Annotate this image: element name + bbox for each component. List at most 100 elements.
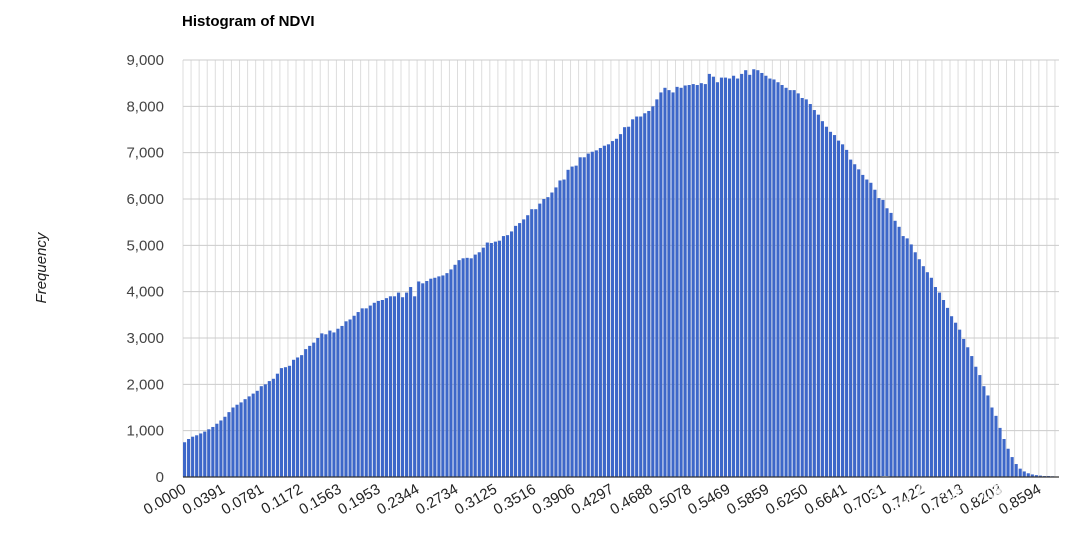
histogram-bar: [772, 79, 776, 478]
y-tick-label: 3,000: [126, 330, 164, 347]
x-tick-label: 0.7031: [840, 481, 888, 519]
histogram-bar: [352, 315, 356, 477]
histogram-bar: [614, 138, 619, 477]
histogram-bar: [449, 269, 453, 477]
histogram-bar: [509, 231, 514, 477]
histogram-bar: [808, 104, 812, 478]
histogram-bar: [1026, 473, 1030, 477]
x-tick-label: 0.5859: [724, 481, 772, 519]
histogram-bar: [849, 159, 853, 477]
histogram-bar: [796, 93, 800, 478]
histogram-bar: [255, 390, 259, 477]
histogram-bar: [308, 345, 312, 477]
histogram-bar: [954, 322, 958, 477]
histogram-bar: [711, 76, 715, 478]
histogram-bar: [360, 308, 364, 477]
histogram-bar: [736, 78, 740, 477]
histogram-bar: [921, 266, 925, 477]
histogram-bar: [945, 307, 950, 477]
chart-title: Histogram of NDVI: [182, 13, 315, 30]
y-tick-label: 9,000: [126, 52, 164, 69]
histogram-bar: [933, 287, 937, 477]
histogram-bar: [784, 87, 788, 478]
histogram-bar: [1010, 457, 1014, 477]
histogram-bar: [998, 427, 1002, 477]
histogram-bar: [473, 254, 477, 477]
histogram-bar: [610, 141, 615, 477]
x-tick-label: 0.2344: [374, 481, 422, 519]
histogram-bar: [941, 300, 946, 477]
histogram-bar: [893, 220, 897, 477]
histogram-bar: [239, 402, 243, 477]
histogram-bar: [962, 338, 966, 477]
histogram-bar: [384, 298, 388, 477]
x-tick-label: 0.3125: [452, 481, 500, 519]
histogram-bars: [183, 69, 1059, 478]
histogram-bar: [522, 219, 526, 477]
histogram-bar: [764, 75, 768, 477]
histogram-bar: [388, 296, 393, 477]
histogram-bar: [671, 92, 675, 478]
x-tick-label: 0.5078: [646, 481, 694, 519]
histogram-bar: [287, 365, 292, 477]
histogram-bar: [889, 212, 893, 477]
histogram-bar: [433, 277, 437, 477]
histogram-bar: [655, 99, 659, 477]
histogram-bar: [990, 407, 994, 477]
histogram-bar: [405, 292, 409, 477]
histogram-bar: [659, 92, 663, 478]
histogram-bar: [215, 423, 219, 477]
histogram-bar: [715, 82, 720, 478]
y-tick-label: 8,000: [126, 98, 164, 115]
histogram-bar: [364, 308, 368, 477]
histogram-bar: [227, 412, 231, 477]
histogram-bar: [275, 373, 279, 477]
histogram-bar: [1018, 468, 1022, 477]
x-tick-label: 0.6641: [802, 481, 850, 519]
histogram-bar: [598, 148, 602, 477]
histogram-bar: [481, 247, 485, 477]
histogram-bar: [667, 90, 671, 478]
histogram-bar: [901, 236, 905, 477]
histogram-bar: [550, 192, 554, 477]
histogram-bar: [489, 243, 493, 477]
histogram-bar: [1030, 474, 1034, 477]
histogram-bar: [263, 384, 267, 477]
histogram-bar: [187, 439, 191, 477]
histogram-bar: [400, 297, 405, 477]
histogram-bar: [865, 179, 869, 478]
histogram-bar: [518, 223, 522, 477]
x-tick-label: 0.2734: [413, 481, 461, 519]
histogram-bar: [925, 272, 929, 477]
histogram-bar: [582, 157, 586, 478]
x-tick-label: 0.1953: [335, 481, 383, 519]
histogram-bar: [861, 174, 865, 477]
histogram-bar: [328, 330, 332, 477]
histogram-bar: [195, 435, 199, 477]
watermark-text: RSgis视角: [917, 479, 1010, 502]
histogram-bar: [340, 325, 344, 477]
histogram-bar: [534, 209, 538, 477]
histogram-bar: [978, 375, 982, 477]
histogram-bar: [841, 144, 845, 477]
histogram-bar: [1002, 439, 1006, 477]
histogram-bar: [913, 252, 917, 477]
histogram-bar: [828, 131, 833, 477]
histogram-bar: [538, 203, 542, 477]
histogram-bar: [590, 151, 594, 478]
histogram-bar: [832, 135, 837, 477]
histogram-bar: [695, 85, 699, 478]
x-tick-label: 0.3906: [529, 481, 577, 519]
histogram-bar: [804, 99, 808, 477]
histogram-bar: [469, 258, 473, 477]
histogram-bar: [247, 396, 251, 477]
histogram-bar: [376, 300, 380, 477]
histogram-bar: [756, 70, 760, 477]
histogram-bar: [235, 404, 239, 477]
histogram-bar: [994, 415, 998, 477]
histogram-bar: [300, 355, 304, 477]
histogram-bar: [627, 126, 631, 477]
histogram-bar: [792, 90, 796, 478]
histogram-bar: [768, 78, 772, 477]
histogram-bar: [441, 275, 445, 477]
